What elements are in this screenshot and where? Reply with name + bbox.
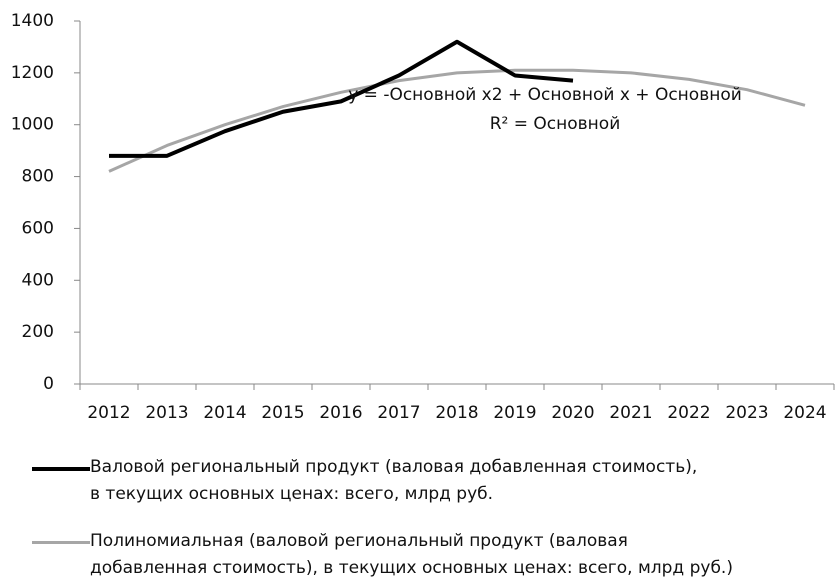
x-tick-label: 2012 xyxy=(87,403,130,423)
x-tick-label: 2013 xyxy=(145,403,188,423)
x-tick-label: 2018 xyxy=(435,403,478,423)
y-tick-label: 1000 xyxy=(11,115,54,135)
x-tick-label: 2020 xyxy=(551,403,594,423)
legend-label: Валовой региональный продукт (валовая до… xyxy=(90,457,698,504)
legend-swatch xyxy=(32,467,90,471)
y-tick-label: 400 xyxy=(22,270,54,290)
y-tick-label: 200 xyxy=(22,322,54,342)
legend-item: Полиномиальная (валовой региональный про… xyxy=(32,528,733,582)
x-tick-label: 2019 xyxy=(493,403,536,423)
x-tick-label: 2014 xyxy=(203,403,246,423)
chart: 0 200 400 600 800 1000 1200 1400 2012 2013 2014 201… xyxy=(11,11,835,423)
y-tick-label: 800 xyxy=(22,167,54,187)
x-tick-label: 2016 xyxy=(319,403,362,423)
series-line xyxy=(108,68,806,173)
x-tick-label: 2023 xyxy=(725,403,768,423)
y-tick-label: 1400 xyxy=(11,11,54,31)
y-tick-label: 0 xyxy=(43,374,54,394)
legend-label: Полиномиальная (валовой региональный про… xyxy=(90,531,733,578)
y-tick-label: 1200 xyxy=(11,63,54,83)
x-tick-label: 2017 xyxy=(377,403,420,423)
x-tick-label: 2024 xyxy=(783,403,826,423)
annotation: R² = Основной xyxy=(490,114,621,134)
legend-swatch xyxy=(32,541,90,544)
legend-item: Валовой региональный продукт (валовая до… xyxy=(32,454,697,508)
y-tick-label: 600 xyxy=(22,218,54,238)
series-line xyxy=(109,39,574,158)
x-tick-label: 2022 xyxy=(667,403,710,423)
x-tick-label: 2015 xyxy=(261,403,304,423)
annotation: y = -Основной x2 + Основной x + Основной xyxy=(348,85,742,105)
x-tick-label: 2021 xyxy=(609,403,652,423)
